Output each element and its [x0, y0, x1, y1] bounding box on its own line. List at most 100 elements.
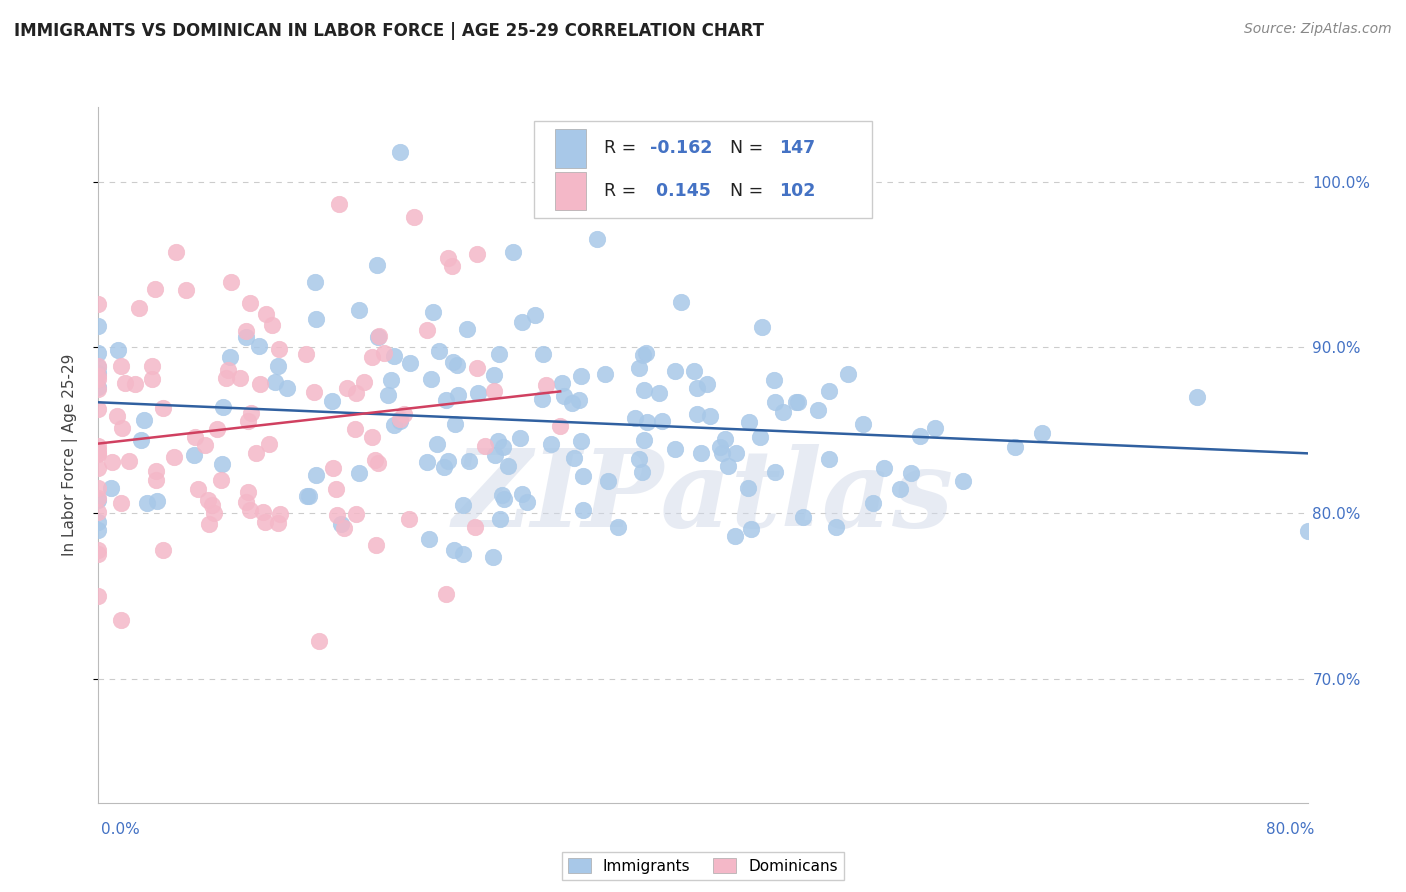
- Point: [214, 371, 236, 385]
- Point: [437, 251, 460, 265]
- Point: [491, 488, 513, 502]
- Point: [238, 414, 260, 428]
- Point: [531, 347, 554, 361]
- Point: [889, 482, 911, 496]
- Text: 0.145: 0.145: [650, 182, 710, 200]
- Point: [380, 373, 402, 387]
- Point: [245, 445, 267, 459]
- Point: [364, 453, 387, 467]
- Point: [441, 259, 464, 273]
- Point: [740, 523, 762, 537]
- Point: [489, 511, 512, 525]
- Point: [124, 376, 146, 391]
- Point: [87, 439, 110, 453]
- Point: [134, 413, 156, 427]
- Point: [484, 368, 506, 382]
- Point: [737, 481, 759, 495]
- Point: [426, 437, 449, 451]
- Point: [818, 452, 841, 467]
- Point: [330, 517, 353, 532]
- Point: [366, 538, 388, 552]
- Point: [198, 517, 221, 532]
- Point: [631, 465, 654, 479]
- Point: [239, 296, 262, 310]
- Point: [724, 529, 747, 543]
- Point: [464, 520, 486, 534]
- Point: [690, 445, 713, 459]
- Point: [633, 434, 655, 448]
- Point: [87, 542, 110, 557]
- Point: [900, 466, 922, 480]
- Point: [634, 346, 657, 360]
- Point: [825, 520, 848, 534]
- Point: [651, 414, 673, 428]
- Point: [433, 460, 456, 475]
- Point: [163, 450, 186, 465]
- Point: [434, 587, 457, 601]
- Point: [344, 508, 367, 522]
- Point: [373, 346, 395, 360]
- Point: [367, 330, 389, 344]
- Point: [392, 407, 415, 421]
- Point: [114, 376, 136, 391]
- Text: IMMIGRANTS VS DOMINICAN IN LABOR FORCE | AGE 25-29 CORRELATION CHART: IMMIGRANTS VS DOMINICAN IN LABOR FORCE |…: [14, 22, 763, 40]
- Point: [87, 296, 110, 310]
- Point: [143, 282, 166, 296]
- Point: [531, 392, 554, 407]
- Point: [252, 504, 274, 518]
- Point: [388, 145, 411, 159]
- Point: [738, 415, 761, 429]
- Point: [111, 421, 134, 435]
- Point: [105, 409, 128, 424]
- Point: [321, 394, 343, 409]
- Point: [187, 482, 209, 496]
- Point: [664, 363, 686, 377]
- Point: [787, 394, 810, 409]
- Point: [87, 446, 110, 460]
- Point: [194, 438, 217, 452]
- Point: [87, 515, 110, 529]
- Point: [862, 495, 884, 509]
- Point: [353, 376, 375, 390]
- Point: [87, 493, 110, 508]
- Point: [404, 211, 426, 225]
- Point: [207, 422, 229, 436]
- Point: [305, 312, 328, 326]
- Point: [136, 496, 159, 510]
- Point: [87, 523, 110, 537]
- Point: [87, 443, 110, 458]
- Point: [636, 415, 658, 429]
- Point: [360, 350, 382, 364]
- Point: [709, 440, 731, 454]
- Text: N =: N =: [718, 182, 769, 200]
- Point: [87, 318, 110, 333]
- Point: [382, 350, 405, 364]
- Point: [344, 422, 367, 436]
- Legend: Immigrants, Dominicans: Immigrants, Dominicans: [561, 852, 845, 880]
- Text: ZIPatlas: ZIPatlas: [453, 443, 953, 549]
- Point: [235, 329, 257, 343]
- Text: 80.0%: 80.0%: [1267, 822, 1315, 837]
- Point: [87, 345, 110, 359]
- Point: [336, 381, 359, 395]
- Point: [325, 483, 347, 497]
- Point: [276, 381, 298, 395]
- Point: [488, 347, 510, 361]
- Point: [254, 307, 277, 321]
- Point: [87, 590, 110, 604]
- Point: [87, 481, 110, 495]
- Y-axis label: In Labor Force | Age 25-29: In Labor Force | Age 25-29: [62, 354, 77, 556]
- Point: [593, 367, 616, 381]
- Point: [305, 467, 328, 482]
- Point: [456, 322, 478, 336]
- Point: [633, 383, 655, 397]
- Point: [572, 503, 595, 517]
- Point: [536, 378, 558, 392]
- Point: [482, 384, 505, 398]
- Point: [571, 469, 593, 483]
- Point: [714, 432, 737, 446]
- Point: [540, 437, 562, 451]
- Point: [607, 520, 630, 534]
- Point: [751, 319, 773, 334]
- Point: [388, 414, 411, 428]
